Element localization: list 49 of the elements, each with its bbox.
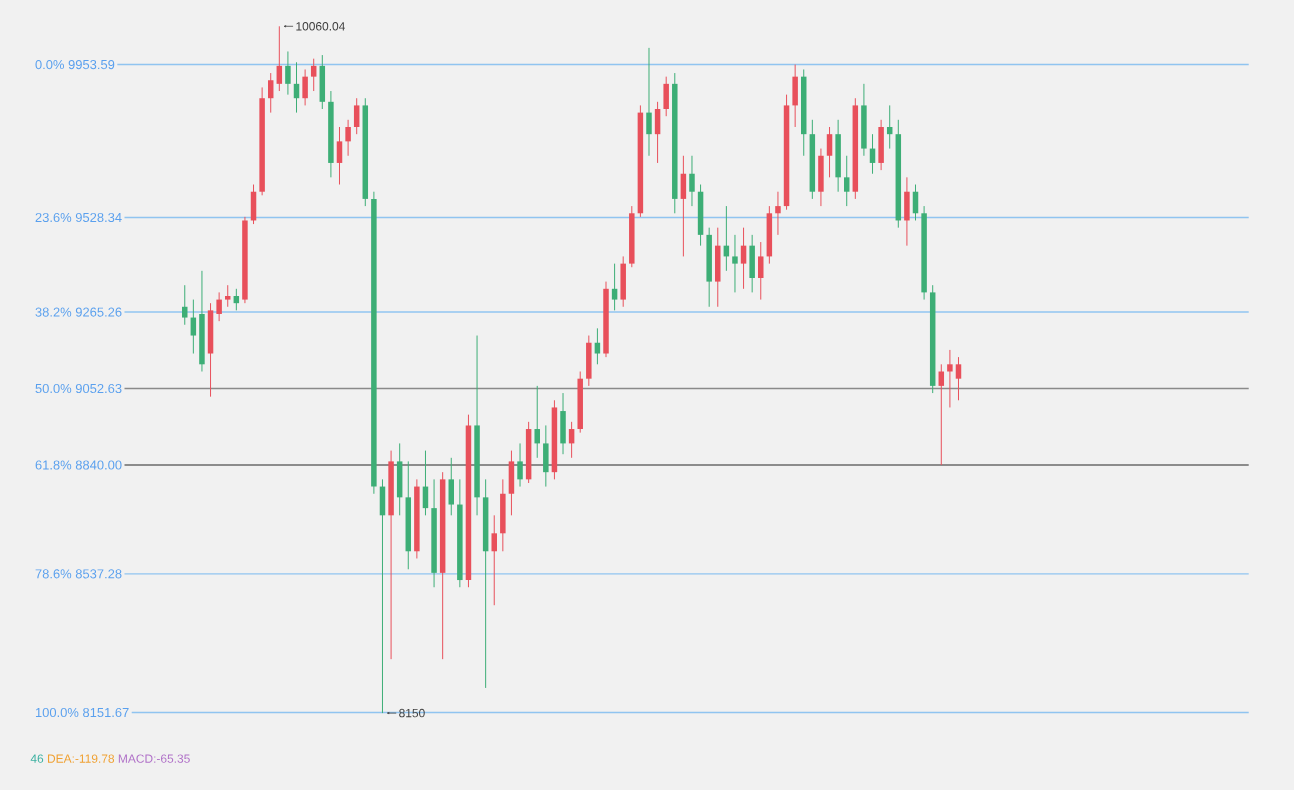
candlestick	[680, 155, 687, 257]
candlestick	[491, 514, 497, 606]
candlestick	[732, 234, 738, 293]
candlestick	[594, 327, 601, 365]
candlestick	[654, 101, 661, 164]
candlestick	[646, 47, 652, 157]
candlestick	[285, 50, 291, 96]
candlestick	[955, 356, 962, 401]
candlestick	[534, 385, 540, 459]
candlestick	[766, 205, 773, 265]
candlestick	[353, 97, 360, 135]
candlestick	[758, 241, 764, 301]
candlestick	[224, 284, 231, 308]
candlestick	[319, 54, 326, 110]
candlestick	[182, 284, 188, 326]
candlestick	[586, 335, 592, 387]
candlestick	[904, 176, 910, 247]
candlestick	[740, 227, 747, 290]
candlestick	[267, 72, 274, 114]
candlestick	[310, 58, 317, 92]
candlestick	[947, 349, 953, 408]
candlestick	[336, 126, 343, 186]
candlestick	[689, 155, 695, 207]
candlestick	[663, 76, 669, 117]
candlestick	[835, 119, 841, 193]
candlestick	[517, 442, 523, 488]
candlestick	[508, 450, 515, 516]
candlestick	[345, 119, 351, 157]
candlestick	[396, 442, 403, 516]
candlestick	[500, 478, 506, 552]
candlestick	[620, 255, 626, 308]
candlestick	[792, 64, 798, 128]
candlestick	[706, 227, 712, 308]
candlestick	[878, 119, 884, 171]
candlestick	[560, 392, 566, 455]
candlestick	[207, 302, 214, 398]
candlestick	[843, 155, 850, 207]
candlestick	[697, 184, 704, 247]
candlestick	[775, 191, 781, 236]
candlestick	[818, 148, 824, 207]
candlestick	[749, 234, 755, 293]
candlestick	[448, 457, 455, 516]
candlestick	[715, 227, 721, 308]
candlestick	[826, 126, 833, 178]
candlestick	[302, 68, 308, 106]
candlestick	[276, 25, 283, 92]
candlestick	[611, 263, 618, 311]
candlestick	[861, 83, 867, 157]
candlestick	[543, 424, 549, 488]
